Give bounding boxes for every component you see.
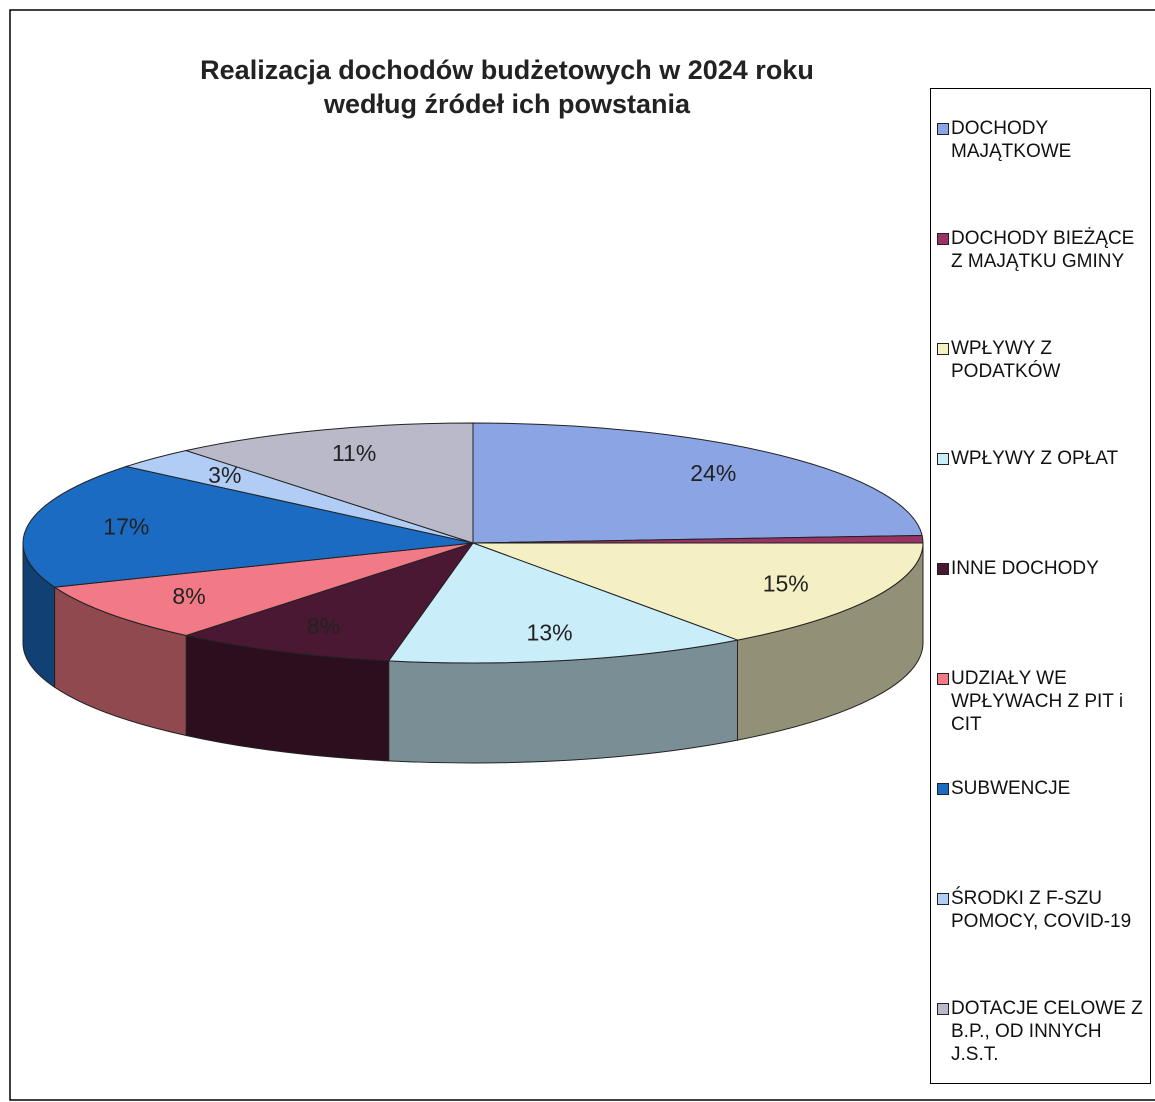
chart-border: [9, 9, 1155, 1101]
legend-label: DOTACJE CELOWE Z B.P., OD INNYCH J.S.T.: [951, 998, 1143, 1065]
legend-entry: WPŁYWY Z OPŁAT: [937, 447, 1149, 470]
data-label: 24%: [690, 460, 736, 486]
data-label: 11%: [332, 440, 376, 466]
pie-slice: [53, 542, 474, 636]
legend-swatch: [937, 893, 949, 905]
chart-subtitle: według źródeł ich powstania: [323, 89, 691, 119]
data-label: 13%: [527, 619, 573, 645]
data-label: 3%: [208, 462, 241, 488]
legend-swatch: [937, 1003, 949, 1015]
legend-swatch: [937, 563, 949, 575]
legend-swatch: [937, 673, 949, 685]
legend-entry: UDZIAŁY WE WPŁYWACH Z PIT i CIT: [937, 667, 1149, 736]
legend-swatch: [937, 343, 949, 355]
data-label: 8%: [307, 613, 340, 639]
legend-label: WPŁYWY Z PODATKÓW: [951, 338, 1061, 382]
legend-label: SUBWENCJE: [951, 778, 1071, 799]
pie-slice: [472, 422, 923, 544]
legend-entry: ŚRODKI Z F-SZU POMOCY, COVID-19: [937, 887, 1149, 933]
legend-entry: DOTACJE CELOWE Z B.P., OD INNYCH J.S.T.: [937, 997, 1149, 1066]
legend-label: WPŁYWY Z OPŁAT: [951, 448, 1119, 469]
legend-label: UDZIAŁY WE WPŁYWACH Z PIT i CIT: [951, 668, 1124, 735]
legend-entry: DOCHODY BIEŻĄCE Z MAJĄTKU GMINY: [937, 227, 1149, 273]
legend-swatch: [937, 233, 949, 245]
legend-label: DOCHODY BIEŻĄCE Z MAJĄTKU GMINY: [951, 228, 1135, 272]
legend-label: INNE DOCHODY: [951, 558, 1099, 579]
pie-slice: [387, 542, 740, 664]
legend-swatch: [937, 123, 949, 135]
pie-slice: [472, 542, 924, 641]
legend-swatch: [937, 453, 949, 465]
legend-swatch: [937, 783, 949, 795]
pie-slice: [22, 465, 474, 588]
legend-entry: SUBWENCJE: [937, 777, 1149, 800]
pie-slice: [184, 542, 475, 662]
legend-label: ŚRODKI Z F-SZU POMOCY, COVID-19: [951, 888, 1132, 932]
legend-label: DOCHODY MAJĄTKOWE: [951, 118, 1072, 162]
pie-slice: [184, 422, 474, 544]
data-label: 15%: [763, 571, 809, 597]
chart-title: Realizacja dochodów budżetowych w 2024 r…: [200, 55, 814, 85]
legend-entry: INNE DOCHODY: [937, 557, 1149, 580]
data-label: 17%: [103, 513, 149, 539]
legend-entry: WPŁYWY Z PODATKÓW: [937, 337, 1149, 383]
legend: DOCHODY MAJĄTKOWE DOCHODY BIEŻĄCE Z MAJĄT…: [930, 88, 1151, 1084]
data-label: 8%: [172, 583, 205, 609]
legend-entry: DOCHODY MAJĄTKOWE: [937, 117, 1149, 163]
